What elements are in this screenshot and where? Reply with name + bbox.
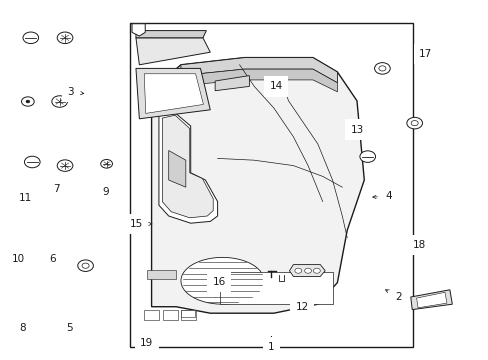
Text: 18: 18	[412, 240, 426, 250]
Circle shape	[410, 121, 417, 126]
Text: 1: 1	[267, 336, 274, 352]
Text: 14: 14	[269, 81, 283, 91]
Circle shape	[101, 159, 112, 168]
Text: 4: 4	[372, 191, 391, 201]
Text: 7: 7	[53, 184, 60, 194]
Text: 3: 3	[67, 87, 83, 97]
Text: 19: 19	[140, 338, 153, 348]
Circle shape	[378, 66, 385, 71]
Circle shape	[313, 268, 320, 273]
Circle shape	[374, 63, 389, 74]
Polygon shape	[162, 115, 213, 218]
Text: 11: 11	[19, 193, 32, 203]
Circle shape	[57, 160, 73, 171]
Circle shape	[294, 268, 301, 273]
Circle shape	[21, 97, 34, 106]
Polygon shape	[181, 257, 264, 304]
Polygon shape	[181, 69, 337, 92]
Text: 17: 17	[418, 49, 431, 59]
Text: 9: 9	[102, 186, 109, 197]
Text: 16: 16	[212, 276, 225, 287]
Polygon shape	[181, 58, 337, 83]
Bar	[181, 310, 194, 317]
Polygon shape	[289, 265, 325, 276]
Text: 13: 13	[349, 125, 363, 135]
Circle shape	[406, 117, 422, 129]
Circle shape	[26, 100, 30, 103]
Text: 12: 12	[295, 302, 308, 312]
Bar	[220, 272, 332, 304]
Polygon shape	[416, 292, 446, 308]
Circle shape	[57, 32, 73, 44]
Polygon shape	[136, 38, 210, 65]
Text: 2: 2	[385, 290, 401, 302]
Polygon shape	[215, 76, 249, 91]
Bar	[163, 310, 177, 320]
Circle shape	[82, 263, 89, 268]
Bar	[181, 310, 196, 320]
Circle shape	[24, 156, 40, 168]
Polygon shape	[159, 112, 217, 223]
Circle shape	[359, 151, 375, 162]
Bar	[144, 310, 159, 320]
Circle shape	[23, 32, 39, 44]
Text: 5: 5	[66, 323, 73, 333]
Polygon shape	[136, 31, 206, 38]
Polygon shape	[151, 58, 364, 313]
Text: 6: 6	[49, 254, 57, 264]
Polygon shape	[136, 68, 210, 119]
Circle shape	[52, 96, 67, 107]
Polygon shape	[168, 150, 185, 187]
Polygon shape	[132, 24, 145, 36]
Circle shape	[78, 260, 93, 271]
Circle shape	[304, 268, 311, 273]
Text: 10: 10	[12, 254, 25, 264]
Text: 8: 8	[20, 323, 27, 333]
Polygon shape	[144, 74, 203, 113]
Polygon shape	[410, 290, 451, 310]
Bar	[146, 270, 176, 279]
Bar	[129, 23, 412, 347]
Text: 15: 15	[129, 219, 152, 229]
